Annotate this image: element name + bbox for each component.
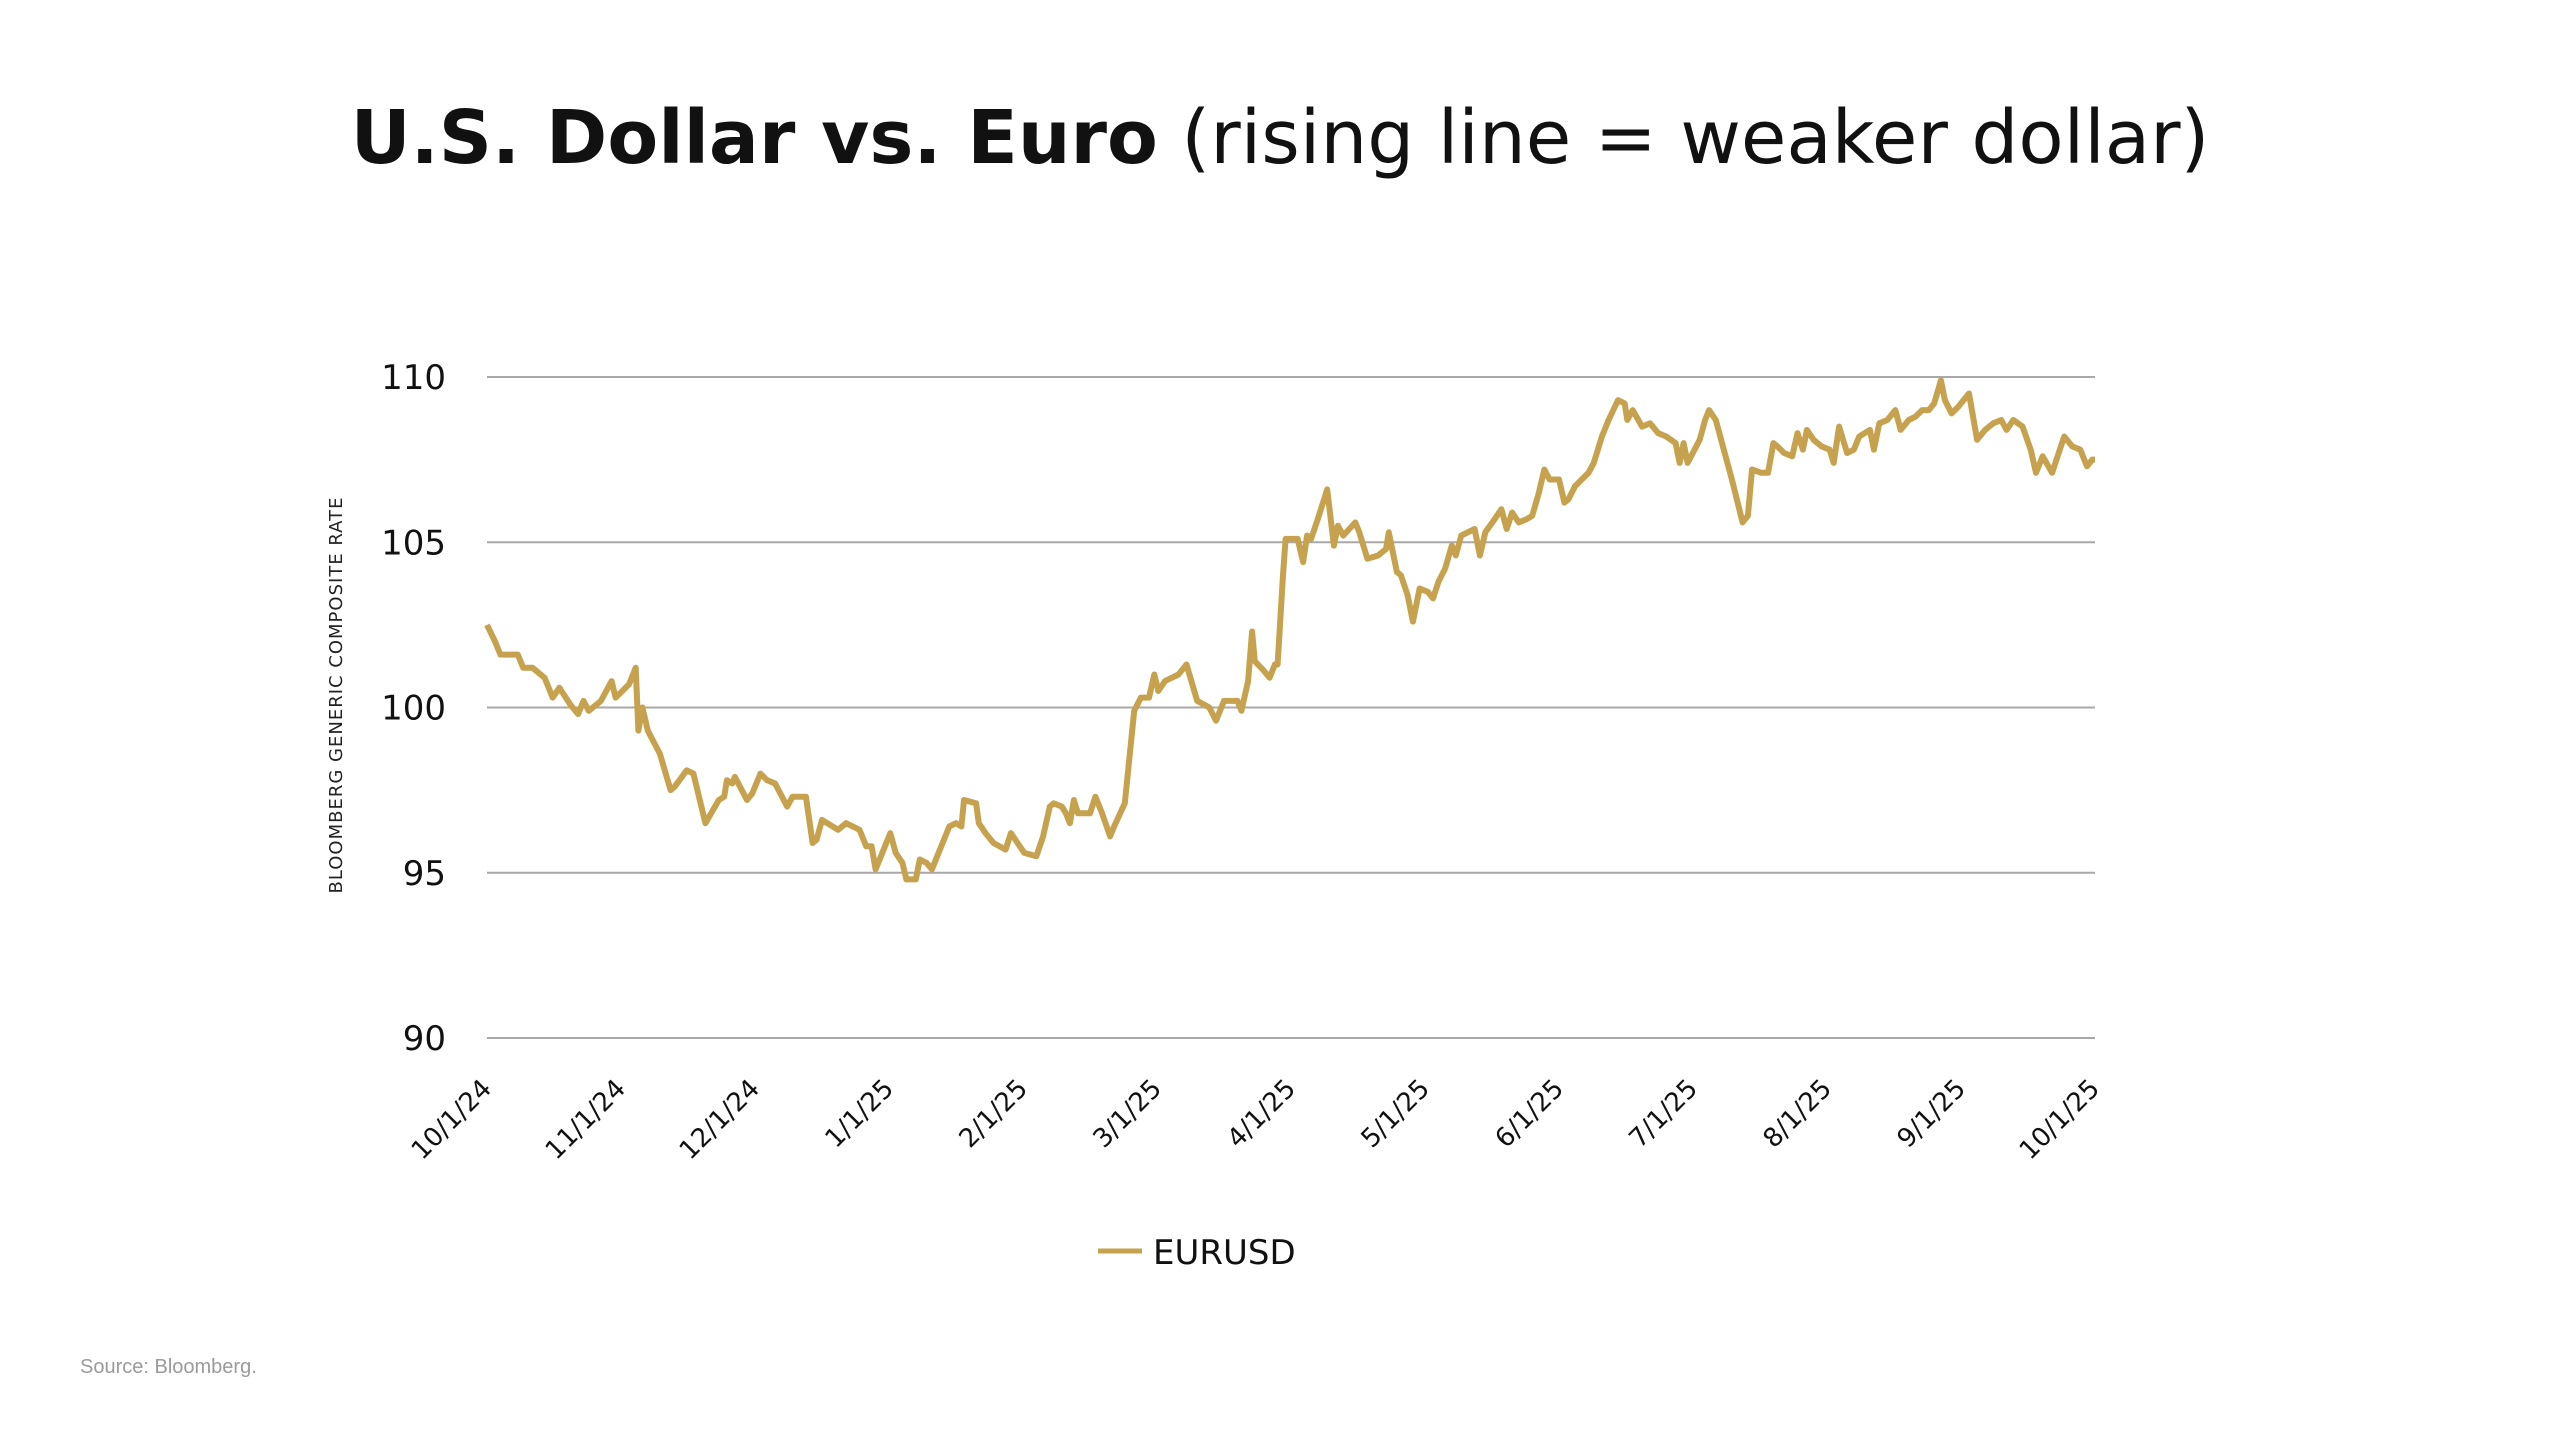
x-tick-label: 11/1/24 — [540, 1074, 632, 1166]
x-tick-label: 5/1/25 — [1356, 1074, 1436, 1154]
y-tick-label: 90 — [403, 1019, 446, 1059]
chart-title-subtitle: (rising line = weaker dollar) — [1157, 95, 2210, 181]
x-tick-label: 8/1/25 — [1758, 1074, 1838, 1154]
x-tick-label: 1/1/25 — [820, 1074, 900, 1154]
x-tick-label: 4/1/25 — [1222, 1074, 1302, 1154]
source-note: Source: Bloomberg. — [80, 1356, 257, 1378]
y-tick-label: 105 — [381, 523, 446, 563]
x-tick-label: 2/1/25 — [954, 1074, 1034, 1154]
legend: EURUSD — [1098, 1233, 1296, 1273]
x-tick-label: 9/1/25 — [1892, 1074, 1972, 1154]
y-axis-label: BLOOMBERG GENERIC COMPOSITE RATE — [326, 497, 347, 894]
gridlines — [487, 376, 2095, 1039]
x-tick-label: 3/1/25 — [1088, 1074, 1168, 1154]
x-tick-labels: 10/1/24 11/1/24 12/1/24 1/1/25 2/1/25 3/1/25 4… — [406, 1074, 2106, 1166]
x-tick-label: 7/1/25 — [1624, 1074, 1704, 1154]
legend-label-eurusd: EURUSD — [1153, 1233, 1296, 1273]
x-tick-label: 12/1/24 — [674, 1074, 766, 1166]
chart-title-bold: U.S. Dollar vs. Euro — [350, 95, 1158, 181]
series-eurusd — [484, 377, 2096, 883]
y-tick-labels: 90 95 100 105 110 — [381, 358, 446, 1059]
y-tick-label: 95 — [403, 854, 446, 894]
x-tick-label: 6/1/25 — [1490, 1074, 1570, 1154]
x-tick-label: 10/1/25 — [2014, 1074, 2106, 1166]
line-eurusd — [484, 377, 2096, 883]
y-tick-label: 100 — [381, 689, 446, 729]
x-tick-label: 10/1/24 — [406, 1074, 498, 1166]
y-tick-label: 110 — [381, 358, 446, 398]
chart-title: U.S. Dollar vs. Euro (rising line = weak… — [0, 95, 2560, 181]
